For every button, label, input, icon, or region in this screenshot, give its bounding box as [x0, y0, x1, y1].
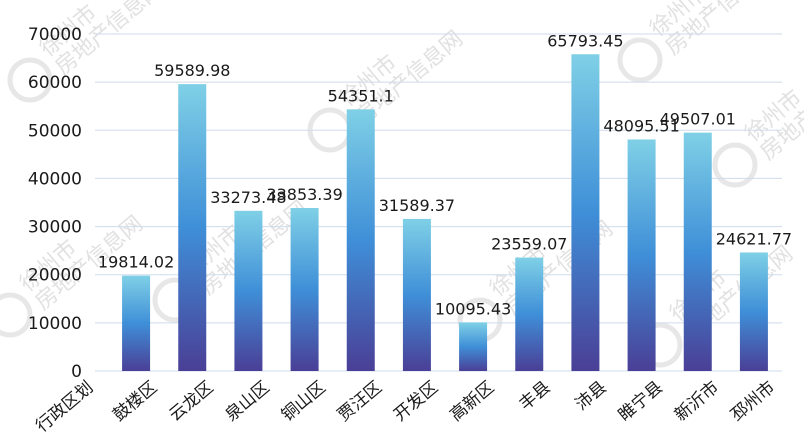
watermark-logo-icon: [307, 107, 353, 153]
bar: [683, 132, 712, 371]
data-label: 65793.45: [547, 31, 623, 50]
data-label: 33273.48: [210, 188, 286, 207]
gridlines: [95, 33, 782, 372]
bar: [459, 322, 488, 371]
data-label: 10095.43: [435, 299, 511, 318]
y-tick-label: 50000: [28, 121, 82, 141]
bar: [627, 139, 656, 371]
data-label: 48095.51: [603, 116, 679, 135]
x-tick-label: 贾汪区: [334, 378, 386, 426]
bar: [571, 54, 600, 372]
y-axis: 0 10000 20000 30000 40000 50000 60000 70000: [28, 25, 82, 382]
x-tick-label: 丰县: [516, 378, 555, 415]
x-tick-label: 鼓楼区: [109, 378, 161, 426]
x-axis: 行政区划 鼓楼区 云龙区 泉山区 铜山区 贾汪区 开发区 高新区 丰县 沛县 睢宁县 新沂市 邳州市: [32, 378, 779, 437]
x-tick-label: 泉山区: [222, 378, 274, 426]
data-label: 59589.98: [154, 61, 230, 80]
x-tick-label: 睢宁县: [615, 378, 667, 426]
data-label: 33853.39: [266, 185, 342, 204]
data-label: 23559.07: [491, 235, 567, 254]
y-tick-label: 70000: [28, 25, 82, 45]
bar: [234, 210, 263, 371]
x-axis-title: 行政区划: [32, 378, 97, 437]
x-tick-label: 高新区: [446, 378, 498, 426]
data-label: 54351.1: [328, 86, 394, 105]
bar: [402, 218, 431, 371]
bar: [290, 208, 319, 371]
y-tick-label: 40000: [28, 169, 82, 189]
watermark-logo-icon: [0, 292, 33, 338]
x-tick-label: 沛县: [572, 378, 611, 415]
data-label: 49507.01: [660, 110, 736, 129]
bar: [346, 109, 375, 372]
data-label: 24621.77: [716, 229, 792, 248]
x-tick-label: 新沂市: [671, 378, 723, 426]
watermark-logo-icon: [7, 57, 53, 103]
y-tick-label: 0: [71, 362, 82, 382]
watermark-logo-icon: [617, 37, 663, 83]
x-tick-label: 云龙区: [166, 378, 218, 426]
bar: [122, 275, 151, 371]
bars: [122, 54, 768, 372]
x-tick-label: 铜山区: [278, 378, 330, 426]
bar: [178, 84, 207, 371]
data-label: 19814.02: [98, 253, 174, 272]
watermark-layer: 徐州市房地产信息网徐州市房地产信息网徐州市房地产信息网徐州市房地产信息网徐州市房…: [0, 0, 804, 368]
watermark-logo-icon: [712, 142, 758, 188]
bar: [515, 257, 544, 371]
x-tick-label: 邳州市: [727, 378, 779, 426]
y-tick-label: 20000: [28, 266, 82, 286]
bar: [739, 252, 768, 371]
y-tick-label: 60000: [28, 73, 82, 93]
x-tick-label: 开发区: [390, 378, 442, 426]
data-label: 31589.37: [379, 196, 455, 215]
y-tick-label: 10000: [28, 314, 82, 334]
y-tick-label: 30000: [28, 218, 82, 238]
